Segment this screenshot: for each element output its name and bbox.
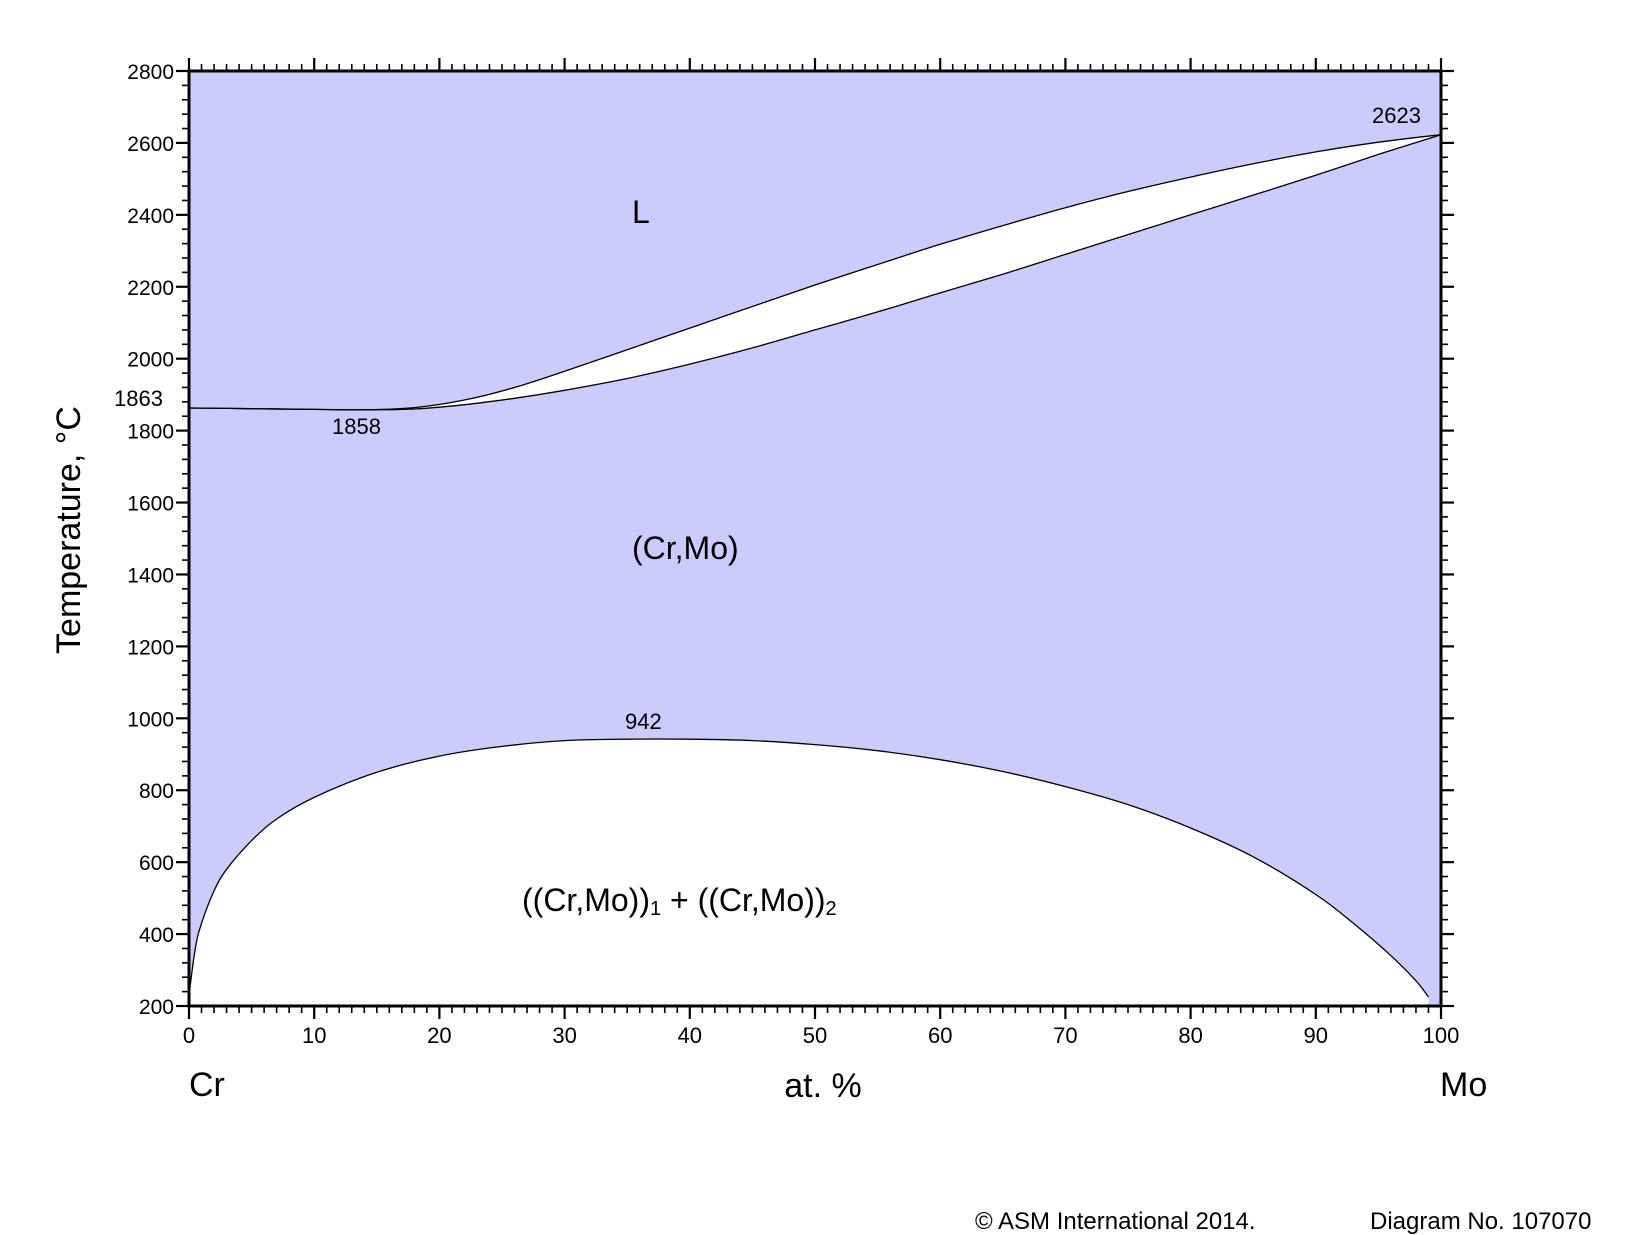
component-left-label: Cr	[189, 1066, 225, 1104]
two-phase-part-1: ((Cr,Mo))	[522, 882, 650, 918]
x-axis-title: at. %	[784, 1067, 861, 1105]
annotation-1858: 1858	[332, 414, 381, 439]
y-axis-title: Temperature, °C	[50, 406, 88, 654]
two-phase-sub-1: 1	[650, 898, 661, 920]
component-right-label: Mo	[1440, 1066, 1487, 1104]
y-tick-label: 2400	[127, 205, 174, 228]
two-phase-part-2: + ((Cr,Mo))	[661, 882, 825, 918]
x-tick-label: 30	[552, 1023, 576, 1048]
liquid-solid-two-phase-region	[189, 134, 1441, 410]
y-tick-label: 800	[139, 780, 174, 803]
phase-label-liquid: L	[632, 194, 650, 230]
x-tick-label: 0	[183, 1023, 195, 1048]
y-tick-label: 2000	[127, 349, 174, 372]
y-tick-label: 2600	[127, 133, 174, 156]
y-tick-label: 1200	[127, 636, 174, 659]
y-tick-label: 400	[139, 924, 174, 947]
y-tick-label: 2800	[127, 61, 174, 84]
axis-tick-labels: 0 10 20 30 40 50 60 70 80 90 100200400600800100012…	[127, 61, 1459, 1048]
y-tick-label: 200	[139, 996, 174, 1019]
miscibility-gap-region	[189, 738, 1429, 1006]
y-tick-label: 2200	[127, 277, 174, 300]
y-tick-label: 1400	[127, 564, 174, 587]
y-tick-label: 1000	[127, 708, 174, 731]
x-tick-label: 40	[678, 1023, 702, 1048]
x-tick-label: 90	[1304, 1023, 1328, 1048]
phase-label-solid-solution: (Cr,Mo)	[632, 530, 739, 566]
x-tick-label: 100	[1423, 1023, 1460, 1048]
annotation-1863: 1863	[114, 386, 163, 411]
diagram-number: Diagram No. 107070	[1370, 1208, 1591, 1235]
x-tick-label: 10	[302, 1023, 326, 1048]
y-tick-label: 1600	[127, 493, 174, 516]
x-tick-label: 70	[1053, 1023, 1077, 1048]
x-tick-label: 50	[803, 1023, 827, 1048]
two-phase-sub-2: 2	[826, 898, 837, 920]
x-tick-label: 80	[1178, 1023, 1202, 1048]
phase-label-two-phase: ((Cr,Mo))1 + ((Cr,Mo))2	[522, 882, 837, 920]
y-tick-label: 1800	[127, 421, 174, 444]
axis-ticks	[176, 58, 1454, 1019]
x-tick-label: 20	[427, 1023, 451, 1048]
phase-boundary-layer	[188, 134, 1442, 998]
y-tick-label: 600	[139, 852, 174, 875]
solidus-line	[188, 134, 1442, 411]
annotation-2623: 2623	[1372, 103, 1421, 128]
miscibility-gap-line	[188, 738, 1430, 998]
plot-fill-layer	[189, 71, 1441, 1006]
annotation-942: 942	[625, 709, 662, 734]
copyright-notice: © ASM International 2014.	[975, 1208, 1256, 1235]
x-tick-label: 60	[928, 1023, 952, 1048]
liquidus-line	[188, 134, 1442, 411]
